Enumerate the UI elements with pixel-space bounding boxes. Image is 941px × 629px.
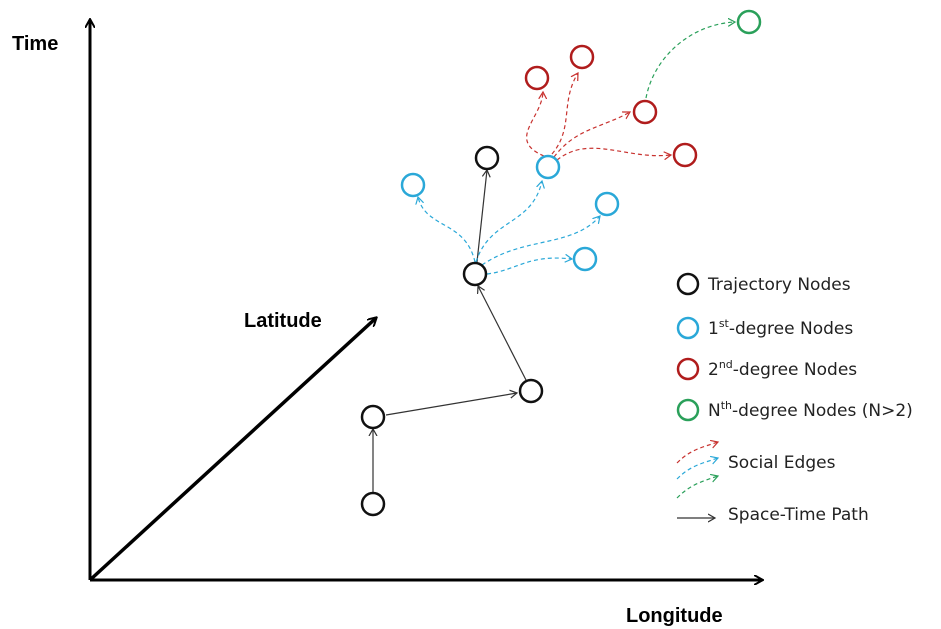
social-edge <box>553 112 630 158</box>
social-edge <box>556 147 671 161</box>
legend-space-time-path-label: Space-Time Path <box>728 505 869 525</box>
axes: Time Latitude Longitude <box>12 20 762 627</box>
second-degree-node <box>524 65 550 91</box>
legend-second-degree-label: 2nd-degree Nodes <box>708 358 857 380</box>
trajectory-node <box>360 491 386 517</box>
legend-nth-degree-label: Nth-degree Nodes (N>2) <box>708 399 913 421</box>
path-segment <box>385 393 517 416</box>
first-degree-edges <box>418 181 600 275</box>
second-degree-node <box>569 44 595 70</box>
second-degree-node <box>632 99 658 125</box>
legend-social-edges-swatch <box>676 442 718 499</box>
first-degree-node <box>400 172 426 198</box>
legend-first-degree-label: 1st-degree Nodes <box>708 317 853 339</box>
social-edge <box>526 92 544 157</box>
latitude-axis-label: Latitude <box>244 310 322 332</box>
trajectory-nodes <box>360 145 544 517</box>
nth-degree-node <box>736 9 762 35</box>
latitude-axis <box>88 318 376 582</box>
social-edge <box>645 22 735 99</box>
space-time-path <box>373 170 527 493</box>
trajectory-node <box>360 404 386 430</box>
first-degree-node <box>535 154 561 180</box>
longitude-axis-label: Longitude <box>626 605 723 627</box>
second-degree-edges <box>526 73 671 161</box>
trajectory-node <box>462 261 488 287</box>
legend-first-degree-swatch <box>676 316 700 340</box>
social-edge <box>481 216 600 266</box>
social-edge <box>486 258 572 275</box>
legend-nth-degree-swatch <box>676 398 700 422</box>
social-edge <box>475 181 542 263</box>
legend-trajectory-label: Trajectory Nodes <box>707 275 851 295</box>
path-segment <box>476 170 487 263</box>
path-segment <box>478 286 527 381</box>
legend-second-degree-swatch <box>676 357 700 381</box>
trajectory-node <box>474 145 500 171</box>
first-degree-node <box>594 191 620 217</box>
first-degree-node <box>572 246 598 272</box>
nth-degree-nodes <box>736 9 762 35</box>
social-edge <box>418 197 476 263</box>
legend-social-edges-label: Social Edges <box>728 453 836 473</box>
first-degree-nodes <box>400 154 620 272</box>
time-axis-label: Time <box>12 33 58 55</box>
social-edge <box>551 73 578 155</box>
legend-trajectory-swatch <box>676 272 700 296</box>
legend: Trajectory Nodes 1st-degree Nodes 2nd-de… <box>676 272 913 525</box>
second-degree-node <box>672 142 698 168</box>
nth-degree-edges <box>645 22 735 99</box>
second-degree-nodes <box>524 44 698 168</box>
trajectory-node <box>518 378 544 404</box>
